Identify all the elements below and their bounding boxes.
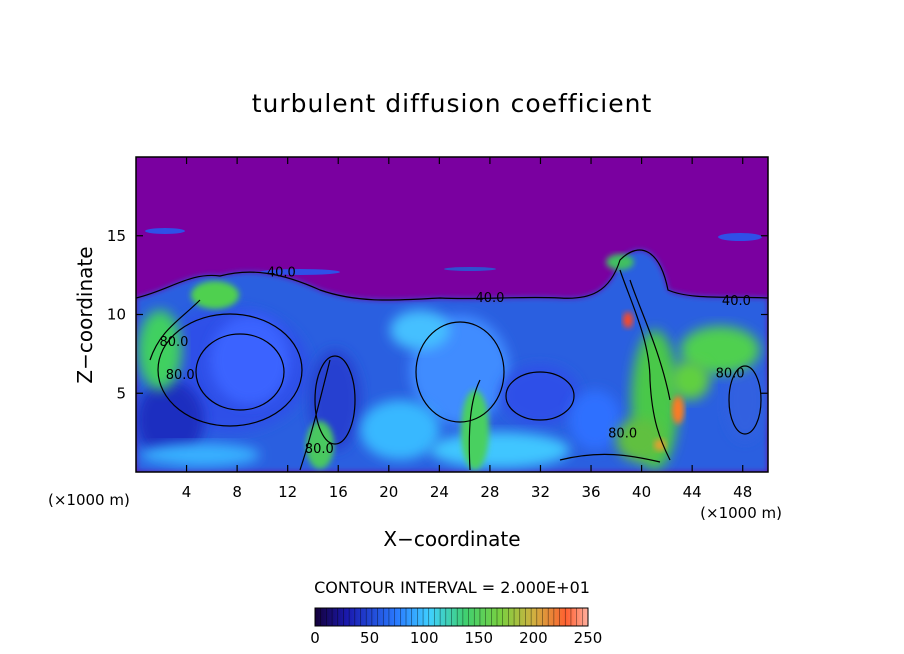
- y-tick-label: 15: [107, 227, 126, 245]
- x-tick-label: 20: [379, 483, 398, 501]
- x-tick-label: 48: [733, 483, 752, 501]
- x-tick-label: 16: [329, 483, 348, 501]
- colorbar-tick-label: 250: [574, 629, 603, 647]
- x-axis-title: X−coordinate: [383, 527, 520, 551]
- contour-interval-text: CONTOUR INTERVAL = 2.000E+01: [314, 578, 590, 597]
- colorbar-tick-label: 0: [310, 629, 320, 647]
- field-turbulent-layer: [136, 228, 768, 472]
- y-tick-label: 5: [116, 384, 126, 402]
- x-axis: 4 8 12 16 20 24 28 32 36 40 44 48: [182, 157, 752, 501]
- contour-lines: [136, 249, 768, 471]
- x-unit-label-left: (×1000 m): [48, 491, 130, 509]
- colorbar-bands: [320, 608, 583, 626]
- y-axis-title: Z−coordinate: [73, 246, 97, 383]
- y-tick-label: 10: [107, 306, 126, 324]
- x-tick-label: 44: [683, 483, 702, 501]
- x-tick-label: 4: [182, 483, 192, 501]
- contour-label: 40.0: [267, 266, 296, 281]
- x-tick-label: 12: [278, 483, 297, 501]
- y-axis: 5 10 15: [107, 227, 768, 402]
- colorbar-ticks: 0 50 100 150 200 250: [310, 629, 602, 647]
- contour-labels: 40.0 40.0 40.0 80.0 80.0 80.0 80.0 80.0: [159, 266, 750, 457]
- colorbar-tick-label: 50: [360, 629, 379, 647]
- colorbar-tick-label: 150: [464, 629, 493, 647]
- contour-label: 80.0: [305, 442, 334, 457]
- contour-label: 80.0: [159, 335, 188, 350]
- colorbar-tick-label: 100: [410, 629, 439, 647]
- x-tick-label: 36: [581, 483, 600, 501]
- chart-title: turbulent diffusion coefficient: [252, 89, 653, 118]
- x-tick-label: 28: [480, 483, 499, 501]
- x-tick-label: 40: [632, 483, 651, 501]
- contour-label: 40.0: [475, 291, 504, 306]
- x-unit-label-right: (×1000 m): [700, 504, 782, 522]
- x-tick-label: 8: [232, 483, 242, 501]
- x-tick-label: 32: [531, 483, 550, 501]
- plot-area: [136, 157, 768, 472]
- colorbar-tick-label: 200: [519, 629, 548, 647]
- contour-label: 80.0: [608, 426, 637, 441]
- contour-label: 80.0: [166, 368, 195, 383]
- x-tick-label: 24: [430, 483, 449, 501]
- contour-label: 40.0: [722, 294, 751, 309]
- contour-label: 80.0: [716, 367, 745, 382]
